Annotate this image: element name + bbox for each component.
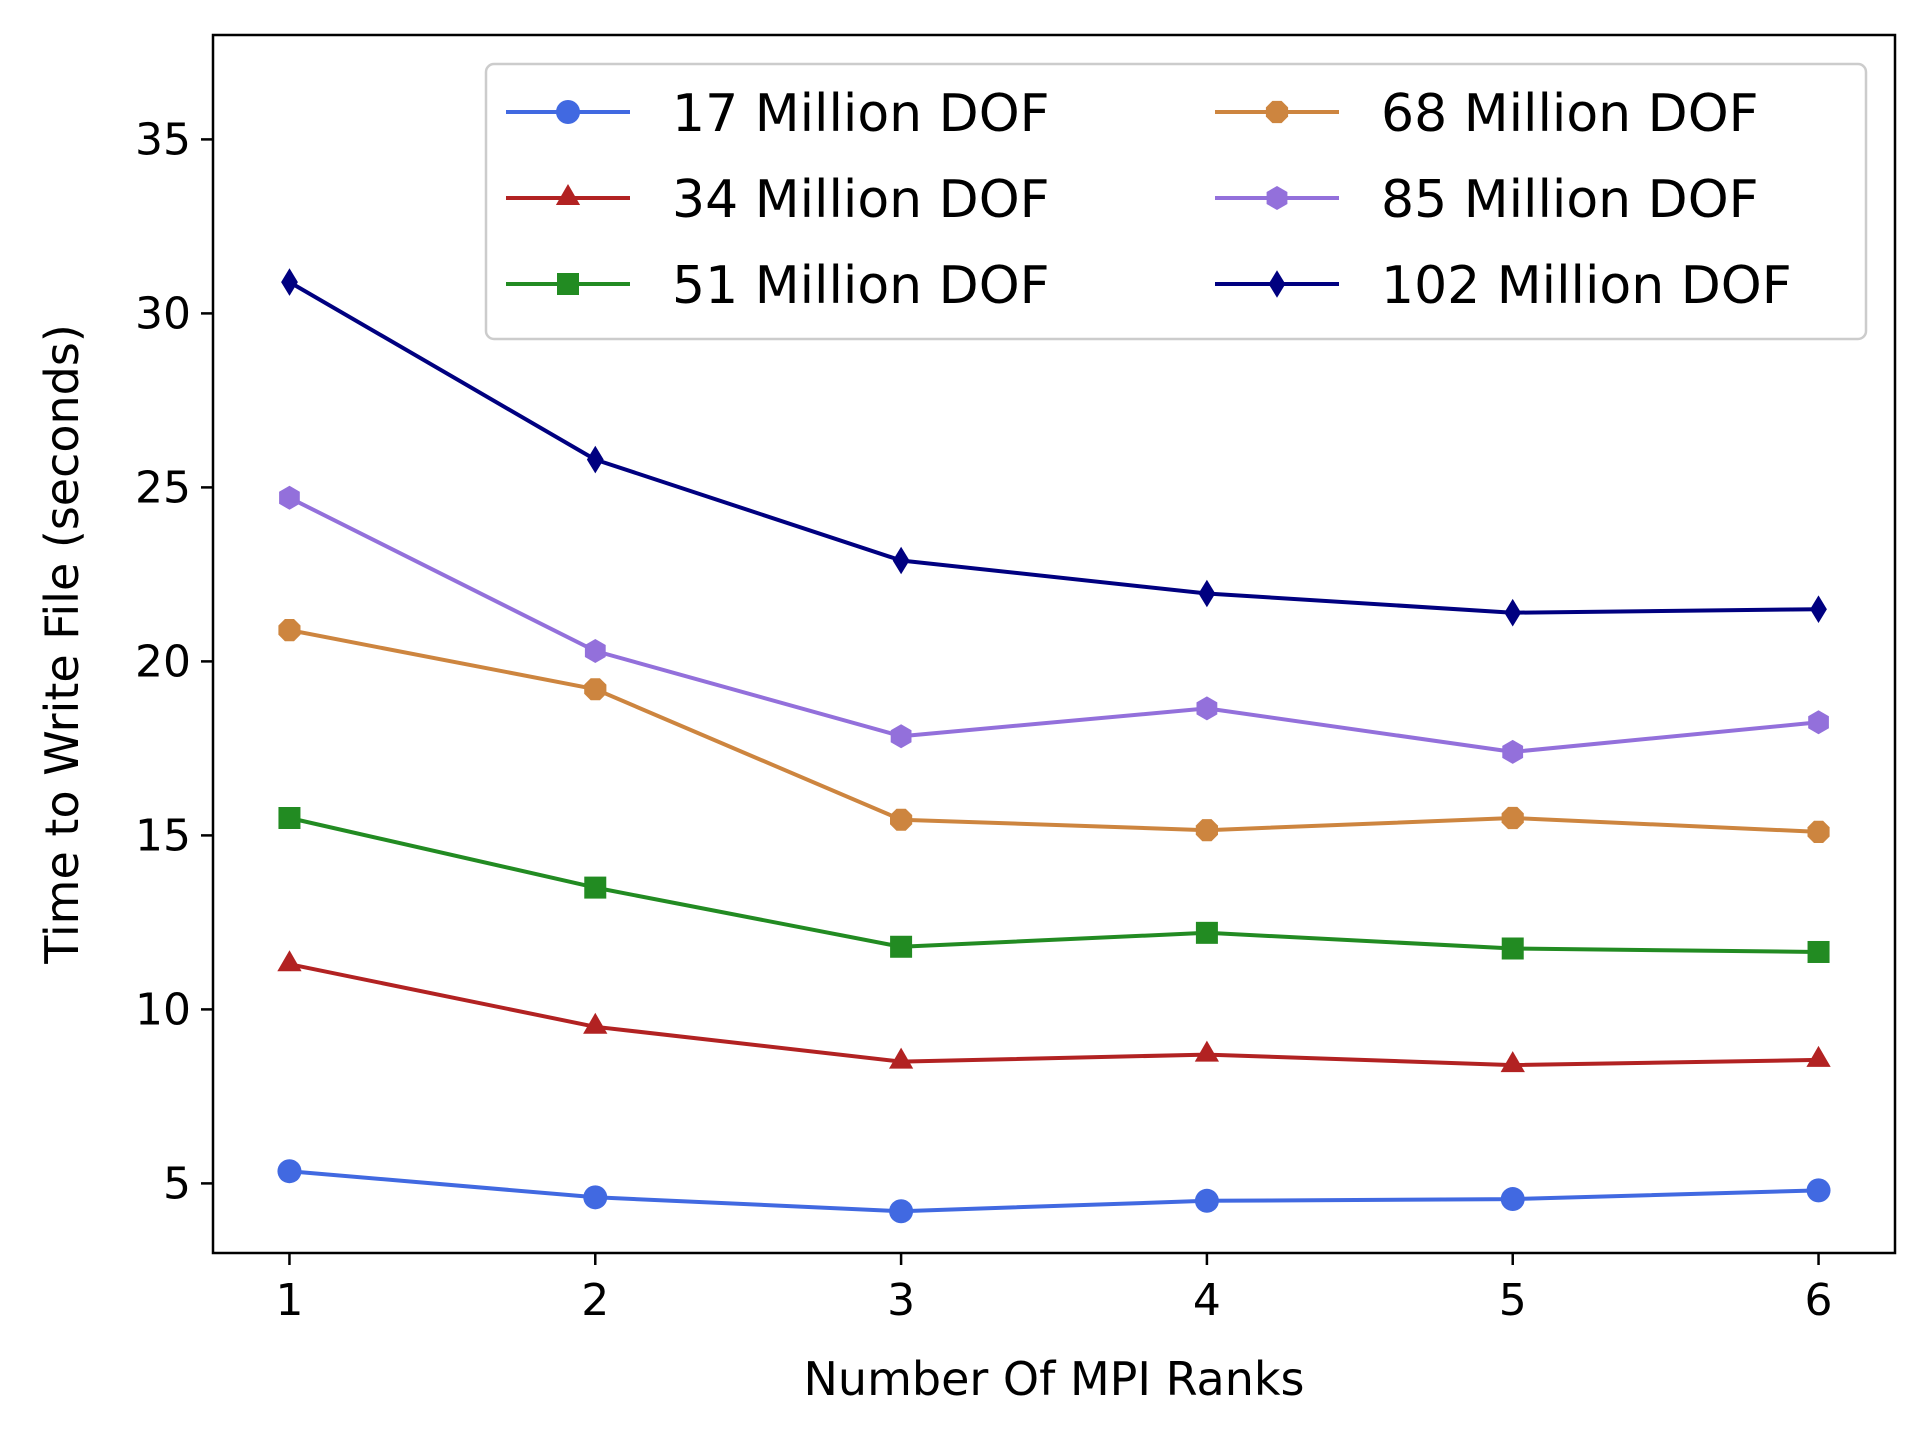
data-point	[890, 935, 913, 958]
legend-marker	[555, 184, 581, 205]
x-tick-label: 5	[1499, 1275, 1527, 1326]
data-point	[890, 808, 913, 831]
series-line	[289, 816, 1819, 954]
legend-label: 68 Million DOF	[1381, 84, 1759, 144]
data-point	[586, 445, 604, 474]
y-tick-label: 5	[163, 1158, 191, 1209]
legend-entry: 85 Million DOF	[1215, 170, 1759, 230]
data-point	[889, 1199, 914, 1224]
y-axis-title: Time to Write File (seconds)	[35, 324, 89, 965]
data-point	[277, 1159, 302, 1184]
data-point	[1504, 598, 1522, 627]
data-point	[1500, 1051, 1525, 1073]
data-point	[584, 639, 606, 663]
legend-label: 85 Million DOF	[1381, 170, 1759, 230]
legend-label: 102 Million DOF	[1381, 256, 1792, 316]
legend-box	[484, 62, 1868, 341]
data-point	[1806, 1178, 1831, 1203]
data-point	[1807, 940, 1830, 963]
data-point	[1502, 739, 1524, 764]
x-axis-ticks: 1 2 3 4 5 6	[275, 1253, 1833, 1326]
legend-entry: 17 Million DOF	[506, 84, 1050, 144]
data-point	[1501, 937, 1524, 960]
legend-label: 34 Million DOF	[672, 170, 1050, 230]
data-point	[889, 1047, 914, 1069]
y-tick-label: 25	[135, 462, 191, 513]
x-tick-label: 6	[1805, 1275, 1833, 1326]
y-tick-label: 10	[135, 984, 191, 1035]
y-tick-label: 20	[135, 636, 191, 687]
series-1	[277, 950, 1831, 1073]
data-point	[892, 546, 910, 575]
series-line	[288, 280, 1819, 615]
x-tick-label: 4	[1193, 1275, 1221, 1326]
legend-entry: 68 Million DOF	[1215, 84, 1759, 144]
series-0	[277, 1159, 1831, 1224]
data-point	[279, 485, 300, 510]
series-5	[281, 268, 1827, 627]
series-line	[288, 496, 1819, 754]
data-point	[1194, 1188, 1219, 1213]
x-axis-title: Number Of MPI Ranks	[804, 1352, 1305, 1406]
data-point	[1810, 595, 1827, 623]
series-4	[279, 485, 1829, 764]
legend-entry: 34 Million DOF	[506, 170, 1050, 230]
data-point	[584, 876, 607, 899]
data-point	[890, 724, 912, 749]
data-point	[583, 1185, 608, 1210]
data-point	[277, 950, 302, 972]
data-point	[1807, 820, 1830, 843]
data-point	[1500, 1187, 1525, 1212]
legend-marker	[1266, 186, 1288, 210]
data-point	[583, 1012, 608, 1034]
data-point	[1194, 1040, 1219, 1062]
series-line	[289, 1169, 1819, 1214]
data-point	[584, 678, 607, 701]
y-tick-label: 30	[135, 288, 191, 339]
legend-entry: 51 Million DOF	[506, 256, 1050, 316]
data-point	[1806, 1045, 1831, 1067]
data-point	[1808, 710, 1829, 735]
legend: 17 Million DOF 34 Million DOF 51 Million D…	[484, 62, 1868, 341]
data-point	[281, 268, 298, 296]
legend-marker	[1268, 270, 1286, 298]
x-tick-label: 3	[887, 1275, 915, 1326]
y-axis-ticks: 5 10 15 20 25 30 35	[135, 114, 213, 1209]
data-point	[1195, 921, 1218, 944]
x-tick-label: 2	[581, 1275, 609, 1326]
data-point	[278, 807, 301, 829]
legend-marker	[556, 100, 580, 124]
data-point	[278, 619, 301, 642]
series-3	[278, 619, 1830, 843]
legend-marker	[557, 273, 579, 295]
series-lines	[277, 268, 1831, 1224]
x-tick-label: 1	[275, 1275, 303, 1326]
series-2	[278, 807, 1830, 963]
series-line	[289, 628, 1819, 834]
legend-marker	[1265, 100, 1289, 124]
data-point	[1196, 696, 1218, 721]
data-point	[1501, 806, 1524, 830]
y-tick-label: 35	[135, 114, 191, 165]
legend-label: 51 Million DOF	[672, 256, 1050, 316]
y-tick-label: 15	[135, 810, 191, 861]
data-point	[1195, 819, 1218, 842]
legend-entry: 102 Million DOF	[1215, 256, 1792, 316]
series-line	[289, 962, 1819, 1068]
legend-label: 17 Million DOF	[672, 84, 1050, 144]
data-point	[1198, 579, 1216, 608]
